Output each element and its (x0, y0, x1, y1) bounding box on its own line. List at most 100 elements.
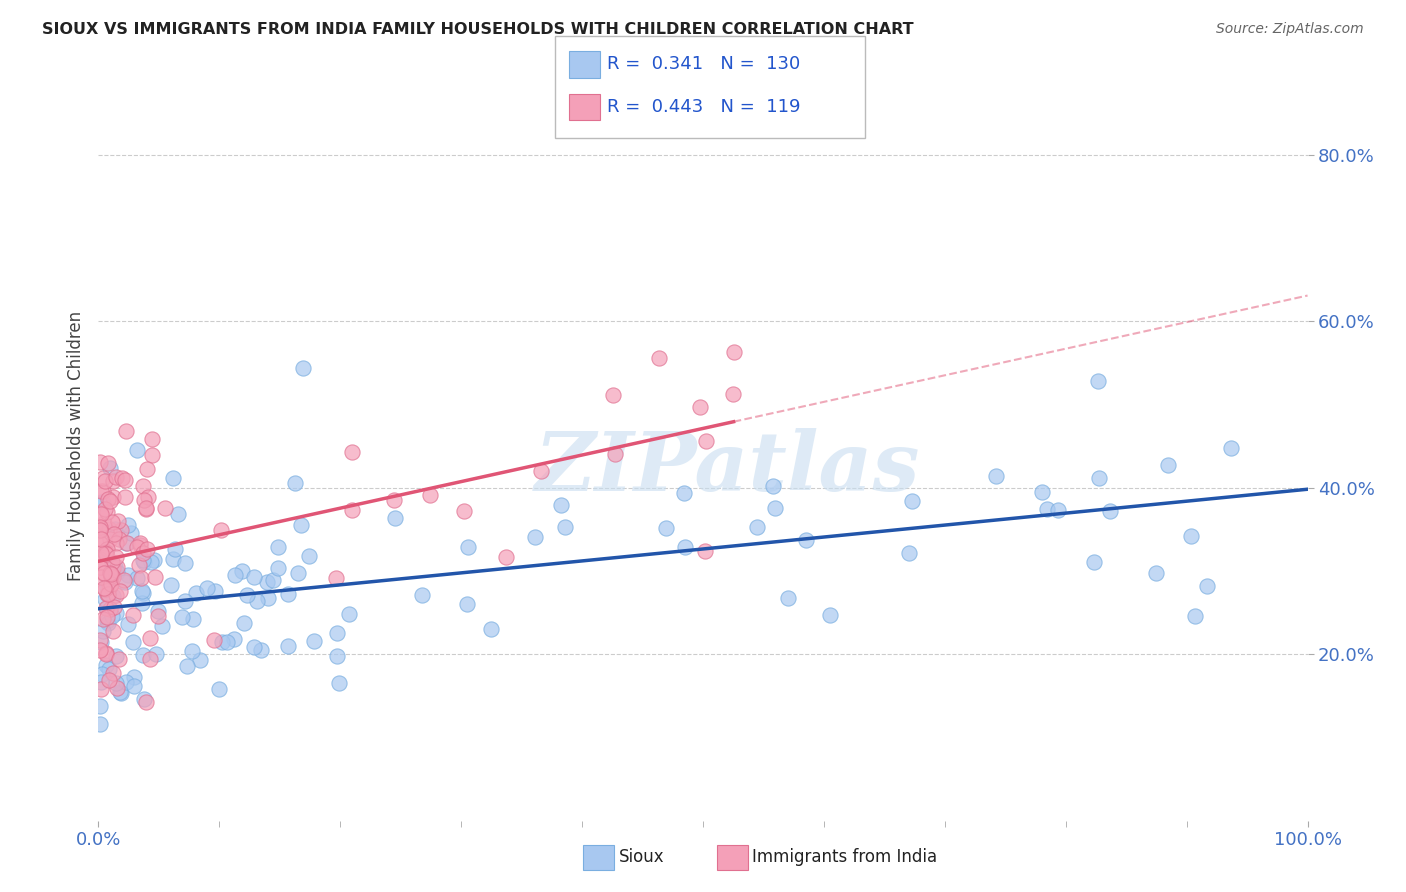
Point (304, 634, 326, 648)
Point (101, 569, 124, 583)
Point (326, 626, 349, 640)
Point (110, 523, 132, 537)
Point (91, 496, 114, 510)
Point (101, 555, 124, 569)
Point (215, 635, 238, 649)
Point (98, 566, 121, 581)
Point (98, 533, 121, 547)
Point (181, 612, 204, 626)
Point (202, 633, 225, 648)
Point (1098, 504, 1121, 518)
Point (523, 530, 546, 544)
Point (121, 608, 143, 623)
Point (108, 584, 131, 599)
Point (89, 633, 111, 648)
Point (139, 555, 162, 569)
Point (110, 685, 132, 699)
Point (97, 673, 120, 687)
Point (745, 519, 768, 533)
Point (224, 568, 246, 582)
Point (124, 670, 146, 684)
Point (98, 577, 121, 591)
Point (141, 448, 163, 462)
Point (129, 535, 152, 549)
Point (103, 474, 125, 488)
Point (115, 425, 138, 439)
Point (530, 464, 553, 478)
Point (165, 541, 187, 556)
Point (98, 522, 121, 536)
Point (89, 642, 111, 657)
Text: R =  0.341   N =  130: R = 0.341 N = 130 (607, 55, 800, 73)
Point (984, 469, 1007, 483)
Point (122, 635, 145, 649)
Point (104, 588, 127, 602)
Point (382, 493, 405, 508)
Point (277, 586, 299, 600)
Y-axis label: Family Households with Children: Family Households with Children (66, 311, 84, 581)
Point (1087, 471, 1109, 485)
Point (94, 545, 117, 559)
Point (284, 476, 307, 491)
Point (132, 586, 155, 600)
Point (602, 388, 624, 402)
Point (145, 648, 167, 662)
Point (90, 483, 112, 498)
Point (114, 536, 136, 550)
Point (131, 584, 153, 599)
Point (554, 520, 576, 534)
Point (100, 577, 122, 591)
Point (143, 552, 166, 566)
Point (89, 560, 111, 574)
Point (96, 587, 118, 601)
Point (107, 566, 129, 580)
Point (236, 588, 259, 602)
Point (91, 566, 114, 580)
Point (184, 586, 207, 600)
Point (89, 506, 111, 520)
Point (94, 657, 117, 672)
Point (114, 490, 136, 504)
Point (242, 640, 264, 655)
Point (1144, 566, 1167, 581)
Point (97, 456, 120, 470)
Point (231, 564, 253, 578)
Point (897, 546, 920, 560)
Point (90, 546, 112, 560)
Point (1184, 608, 1206, 623)
Text: R =  0.443   N =  119: R = 0.443 N = 119 (607, 98, 801, 116)
Point (146, 604, 169, 618)
Point (195, 582, 218, 596)
Point (114, 574, 136, 589)
Point (174, 556, 197, 570)
Point (114, 473, 136, 487)
Point (101, 561, 124, 575)
Point (89, 717, 111, 731)
Point (93, 566, 115, 580)
Point (673, 540, 696, 554)
Point (94, 474, 117, 488)
Point (339, 607, 361, 622)
Point (325, 571, 347, 585)
Point (141, 432, 163, 446)
Point (105, 469, 128, 483)
Point (131, 648, 153, 662)
Point (419, 488, 441, 502)
Point (723, 345, 745, 359)
Point (121, 526, 143, 541)
Point (818, 607, 841, 622)
Point (90, 570, 112, 584)
Point (110, 686, 132, 700)
Text: ZIPatlas: ZIPatlas (534, 428, 920, 508)
Point (89, 531, 111, 545)
Point (122, 679, 145, 693)
Point (136, 461, 159, 475)
Point (135, 501, 157, 516)
Point (143, 570, 166, 584)
Point (89, 520, 111, 534)
Point (155, 501, 177, 516)
Point (128, 558, 150, 573)
Point (456, 598, 478, 612)
Point (108, 533, 131, 547)
Point (173, 593, 195, 607)
